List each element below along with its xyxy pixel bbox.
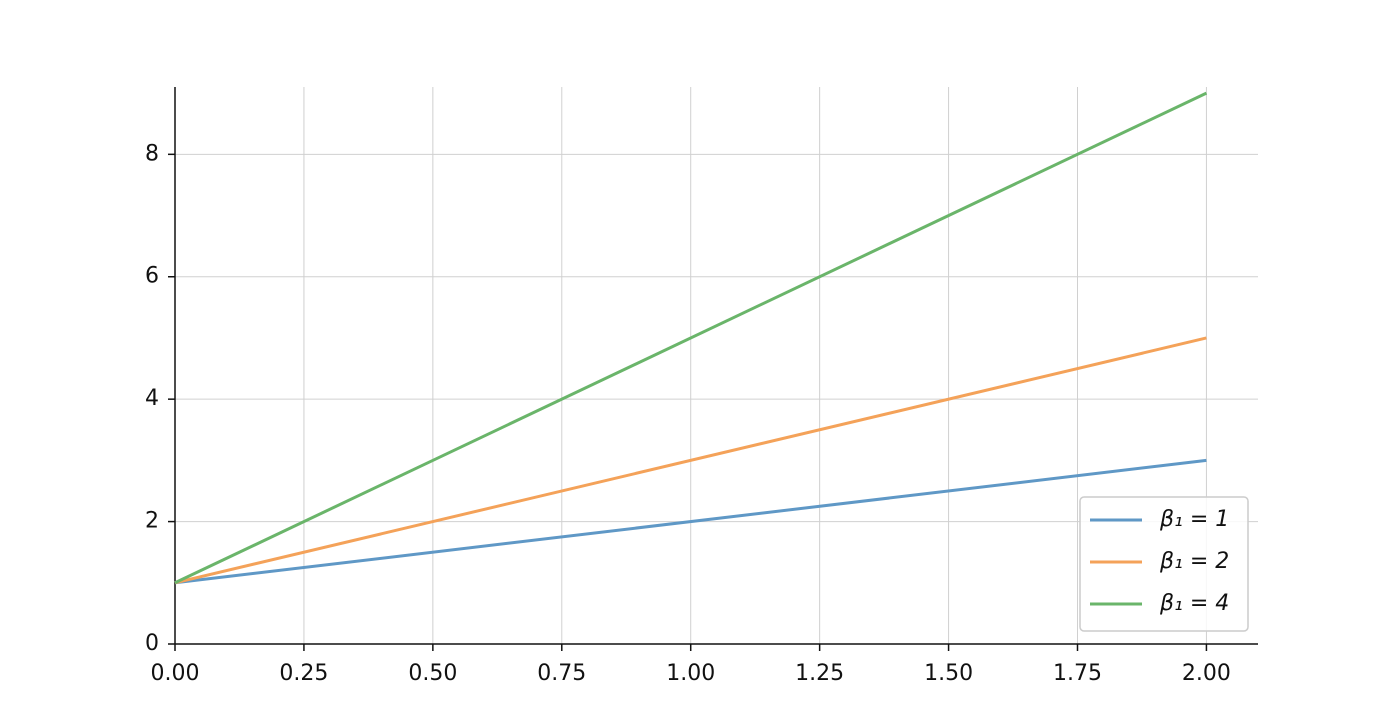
x-tick-label: 2.00 [1182, 661, 1231, 686]
x-tick-label: 1.00 [666, 661, 715, 686]
y-tick-label: 6 [145, 264, 159, 289]
legend-label: β₁ = 4 [1159, 591, 1229, 616]
series-line [174, 91, 1208, 585]
x-tick-label: 1.75 [1053, 661, 1102, 686]
series-line [174, 458, 1207, 585]
legend-label: β₁ = 2 [1159, 549, 1229, 574]
legend: β₁ = 1 β₁ = 2 β₁ = 4 [1079, 496, 1249, 632]
y-tick-label: 2 [145, 509, 159, 534]
x-tick-label: 0.25 [279, 661, 328, 686]
x-tick-label: 1.50 [924, 661, 973, 686]
y-tick-label: 0 [145, 631, 159, 656]
x-tick-label: 0.50 [408, 661, 457, 686]
y-tick-label: 4 [145, 386, 159, 411]
x-tick-label: 1.25 [795, 661, 844, 686]
x-tick-label: 0.00 [151, 661, 200, 686]
x-tick-label: 0.75 [537, 661, 586, 686]
series-line [174, 336, 1207, 585]
y-tick-label: 8 [145, 141, 159, 166]
legend-label: β₁ = 1 [1159, 507, 1229, 532]
legend-frame [1079, 496, 1249, 632]
